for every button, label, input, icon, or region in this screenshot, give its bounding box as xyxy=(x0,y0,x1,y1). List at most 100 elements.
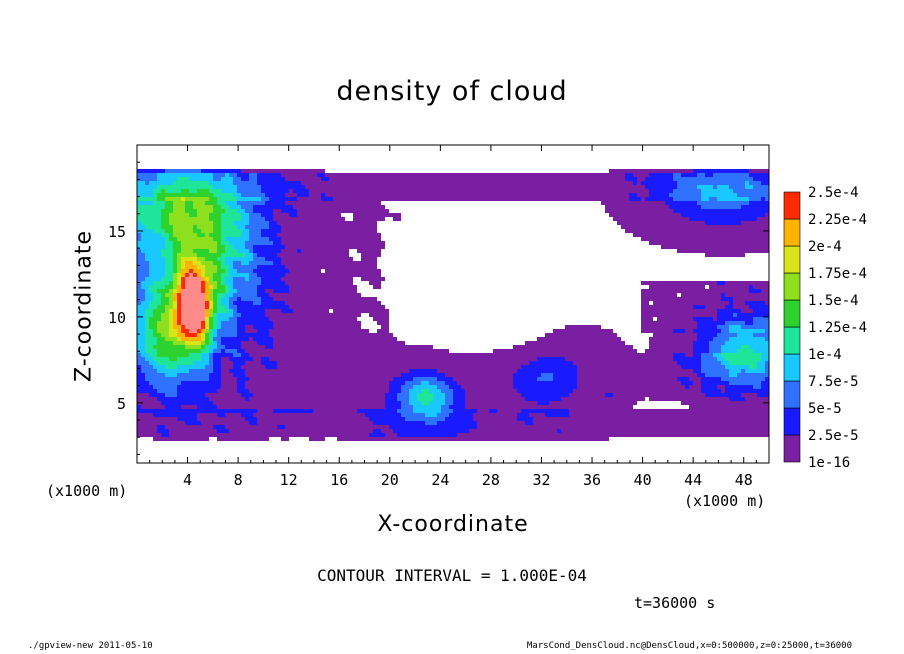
density-cell xyxy=(141,373,145,377)
density-cell xyxy=(301,425,305,429)
density-cell xyxy=(181,377,185,381)
density-cell xyxy=(157,389,161,393)
density-cell xyxy=(145,421,149,425)
density-cell xyxy=(149,213,153,217)
density-cell xyxy=(349,277,353,281)
density-cell xyxy=(189,201,193,205)
density-cell xyxy=(221,245,225,249)
density-cell xyxy=(309,437,313,441)
density-cell xyxy=(329,429,333,433)
density-cell xyxy=(297,177,301,181)
density-cell xyxy=(177,425,181,429)
density-cell xyxy=(453,181,457,185)
density-cell xyxy=(237,309,241,313)
density-cell xyxy=(417,421,421,425)
density-cell xyxy=(161,189,165,193)
density-cell xyxy=(269,325,273,329)
density-cell xyxy=(361,361,365,365)
density-cell xyxy=(161,413,165,417)
density-cell xyxy=(293,277,297,281)
density-cell xyxy=(297,377,301,381)
density-cell xyxy=(221,197,225,201)
density-cell xyxy=(473,381,477,385)
density-cell xyxy=(261,397,265,401)
density-cell xyxy=(401,189,405,193)
density-cell xyxy=(181,269,185,273)
density-cell xyxy=(281,413,285,417)
density-cell xyxy=(193,405,197,409)
density-cell xyxy=(313,305,317,309)
density-cell xyxy=(381,317,385,321)
density-cell xyxy=(281,313,285,317)
density-cell xyxy=(425,177,429,181)
density-cell xyxy=(437,401,441,405)
density-cell xyxy=(213,229,217,233)
density-cell xyxy=(333,197,337,201)
density-cell xyxy=(145,185,149,189)
density-cell xyxy=(137,217,141,221)
density-cell xyxy=(201,437,205,441)
density-cell xyxy=(153,381,157,385)
density-cell xyxy=(413,381,417,385)
density-cell xyxy=(177,401,181,405)
density-cell xyxy=(161,257,165,261)
density-cell xyxy=(445,389,449,393)
density-cell xyxy=(409,357,413,361)
density-cell xyxy=(197,397,201,401)
density-cell xyxy=(341,229,345,233)
density-cell xyxy=(417,381,421,385)
density-cell xyxy=(233,233,237,237)
density-cell xyxy=(165,417,169,421)
density-cell xyxy=(153,297,157,301)
density-cell xyxy=(373,197,377,201)
density-cell xyxy=(393,405,397,409)
density-cell xyxy=(137,317,141,321)
density-cell xyxy=(261,333,265,337)
density-cell xyxy=(433,193,437,197)
density-cell xyxy=(297,297,301,301)
density-cell xyxy=(153,393,157,397)
density-cell xyxy=(357,309,361,313)
density-cell xyxy=(417,181,421,185)
density-cell xyxy=(357,225,361,229)
density-cell xyxy=(201,373,205,377)
density-cell xyxy=(345,305,349,309)
density-cell xyxy=(317,233,321,237)
density-cell xyxy=(321,185,325,189)
density-cell xyxy=(453,413,457,417)
density-cell xyxy=(177,217,181,221)
density-cell xyxy=(249,373,253,377)
density-cell xyxy=(305,205,309,209)
density-cell xyxy=(357,377,361,381)
density-cell xyxy=(261,405,265,409)
density-cell xyxy=(285,265,289,269)
density-cell xyxy=(153,401,157,405)
density-cell xyxy=(281,181,285,185)
density-cell xyxy=(333,253,337,257)
density-cell xyxy=(261,305,265,309)
density-cell xyxy=(377,233,381,237)
density-cell xyxy=(337,385,341,389)
density-cell xyxy=(209,205,213,209)
density-cell xyxy=(397,341,401,345)
density-cell xyxy=(357,261,361,265)
density-cell xyxy=(429,401,433,405)
density-cell xyxy=(173,437,177,441)
density-cell xyxy=(197,389,201,393)
density-cell xyxy=(493,381,497,385)
density-cell xyxy=(249,285,253,289)
density-cell xyxy=(369,437,373,441)
density-cell xyxy=(381,413,385,417)
density-cell xyxy=(317,377,321,381)
density-cell xyxy=(269,361,273,365)
density-cell xyxy=(473,185,477,189)
density-cell xyxy=(257,353,261,357)
density-cell xyxy=(237,253,241,257)
density-cell xyxy=(385,185,389,189)
density-cell xyxy=(209,401,213,405)
density-cell xyxy=(245,173,249,177)
density-cell xyxy=(189,293,193,297)
density-cell xyxy=(141,381,145,385)
density-cell xyxy=(429,173,433,177)
density-cell xyxy=(433,425,437,429)
